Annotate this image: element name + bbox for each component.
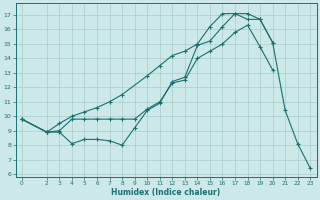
X-axis label: Humidex (Indice chaleur): Humidex (Indice chaleur) [111,188,221,197]
